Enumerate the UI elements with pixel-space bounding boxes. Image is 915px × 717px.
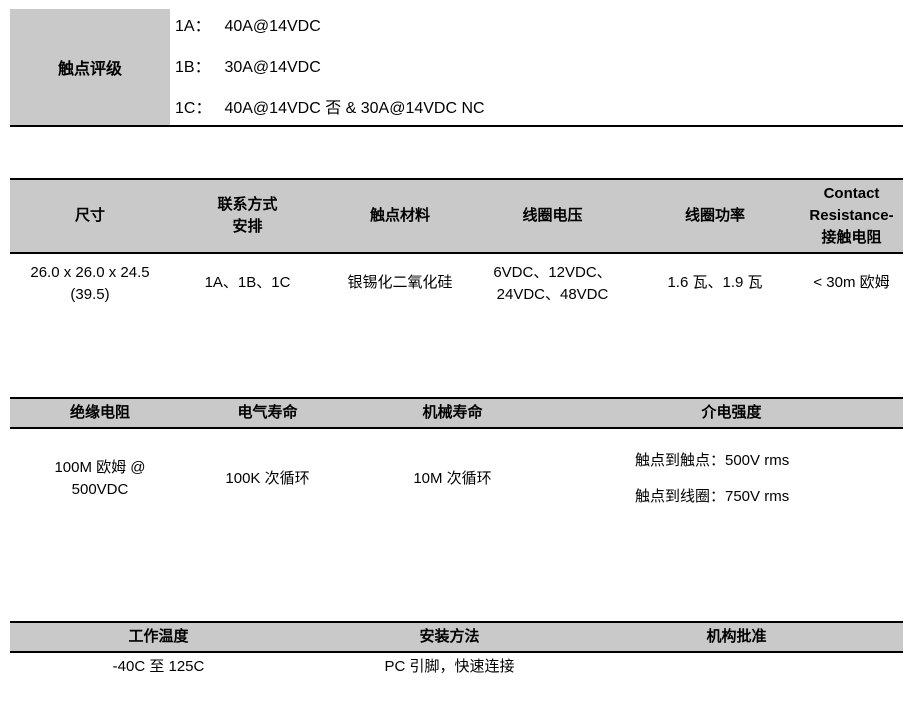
life-cell-electrical-life: 100K 次循环 xyxy=(225,470,310,487)
life-cell-dielectric-contact-to-contact: 触点到触点：500V rms xyxy=(635,452,790,469)
life-header-mechanical-life: 机械寿命 xyxy=(422,404,483,421)
spec-header-contact-arrangement-line2: 安排 xyxy=(232,218,263,235)
life-header-dielectric-strength: 介电强度 xyxy=(701,404,762,421)
life-cell-insulation-resistance-line2: 500VDC xyxy=(71,481,129,498)
env-cell-mounting-method: PC 引脚，快速连接 xyxy=(384,658,515,675)
spec-header-coil-voltage: 线圈电压 xyxy=(522,207,583,224)
env-header-agency-approvals: 机构批准 xyxy=(706,628,767,645)
life-cell-dielectric-contact-to-coil: 触点到线圈：750V rms xyxy=(635,488,790,505)
spec-cell-coil-power: 1.6 瓦、1.9 瓦 xyxy=(667,274,763,291)
life-cell-dielectric-strength: 触点到触点：500V rms 触点到线圈：750V rms xyxy=(560,429,903,507)
life-header-electrical-life: 电气寿命 xyxy=(237,404,298,421)
contact-rating-row-1a: 1A： 40A@14VDC xyxy=(175,16,903,38)
spec-header-contact-resistance-line1: Contact xyxy=(823,185,880,202)
life-header-insulation-resistance: 绝缘电阻 xyxy=(69,404,130,421)
life-cell-mechanical-life: 10M 次循环 xyxy=(413,470,492,487)
spec-cell-contact-arrangement: 1A、1B、1C xyxy=(204,274,291,291)
contact-rating-row-1c-value: 40A@14VDC 否 & 30A@14VDC NC xyxy=(224,100,485,117)
spec-cell-contact-material: 银锡化二氧化硅 xyxy=(347,274,453,291)
contact-rating-header-cell: 触点评级 xyxy=(10,9,170,125)
contact-rating-row-1a-value: 40A@14VDC xyxy=(224,18,321,35)
spec-header-contact-arrangement-line1: 联系方式 xyxy=(217,196,278,213)
contact-rating-row-1b: 1B： 30A@14VDC xyxy=(175,57,903,79)
env-header-mounting-method: 安装方法 xyxy=(419,628,480,645)
env-header-operating-temperature: 工作温度 xyxy=(128,628,189,645)
life-table-data-row: 100M 欧姆 @ 500VDC 100K 次循环 10M 次循环 触点到触点：… xyxy=(10,429,903,507)
spec-header-contact-resistance-line3: 接触电阻 xyxy=(821,229,882,246)
spec-cell-dimensions-line1: 26.0 x 26.0 x 24.5 xyxy=(30,264,150,281)
env-cell-agency-approvals xyxy=(592,653,903,678)
contact-rating-row-1a-label: 1A： xyxy=(175,18,211,35)
contact-rating-table: 触点评级 1A： 40A@14VDC 1B： 30A@14VDC 1C： 40A… xyxy=(10,9,903,127)
spec-header-coil-power: 线圈功率 xyxy=(684,207,745,224)
spec-table-data-row: 26.0 x 26.0 x 24.5 (39.5) 1A、1B、1C 银锡化二氧… xyxy=(10,254,903,306)
life-cell-insulation-resistance-line1: 100M 欧姆 @ xyxy=(54,459,146,476)
contact-rating-values: 1A： 40A@14VDC 1B： 30A@14VDC 1C： 40A@14VD… xyxy=(175,9,903,125)
spec-header-contact-resistance-line2: Resistance- xyxy=(809,207,894,224)
contact-rating-row-1c-label: 1C： xyxy=(175,100,212,117)
spec-table-header-row: 尺寸 联系方式 安排 触点材料 线圈电压 线圈功率 Contact Resist… xyxy=(10,178,903,254)
spec-header-contact-material: 触点材料 xyxy=(369,207,430,224)
spec-cell-coil-voltage-line1: 6VDC、12VDC、 xyxy=(493,264,612,281)
spec-header-contact-arrangement: 联系方式 安排 xyxy=(170,194,325,238)
spec-cell-dimensions-line2: (39.5) xyxy=(70,286,110,303)
contact-rating-row-1b-value: 30A@14VDC xyxy=(224,59,321,76)
spec-header-contact-resistance: Contact Resistance- 接触电阻 xyxy=(800,183,903,249)
env-table-data-row: -40C 至 125C PC 引脚，快速连接 xyxy=(10,653,903,678)
env-cell-operating-temperature: -40C 至 125C xyxy=(112,658,205,675)
spec-cell-coil-voltage: 6VDC、12VDC、 24VDC、48VDC xyxy=(475,254,630,306)
spec-cell-contact-resistance: < 30m 欧姆 xyxy=(813,274,890,291)
life-cell-insulation-resistance: 100M 欧姆 @ 500VDC xyxy=(10,429,190,507)
life-table-header-row: 绝缘电阻 电气寿命 机械寿命 介电强度 xyxy=(10,397,903,429)
spec-cell-dimensions: 26.0 x 26.0 x 24.5 (39.5) xyxy=(10,254,170,306)
spec-header-dimensions: 尺寸 xyxy=(74,207,105,224)
spec-cell-coil-voltage-line2: 24VDC、48VDC xyxy=(496,286,609,303)
contact-rating-row-1c: 1C： 40A@14VDC 否 & 30A@14VDC NC xyxy=(175,98,903,120)
contact-rating-row-1b-label: 1B： xyxy=(175,59,211,76)
env-table-header-row: 工作温度 安装方法 机构批准 xyxy=(10,621,903,653)
